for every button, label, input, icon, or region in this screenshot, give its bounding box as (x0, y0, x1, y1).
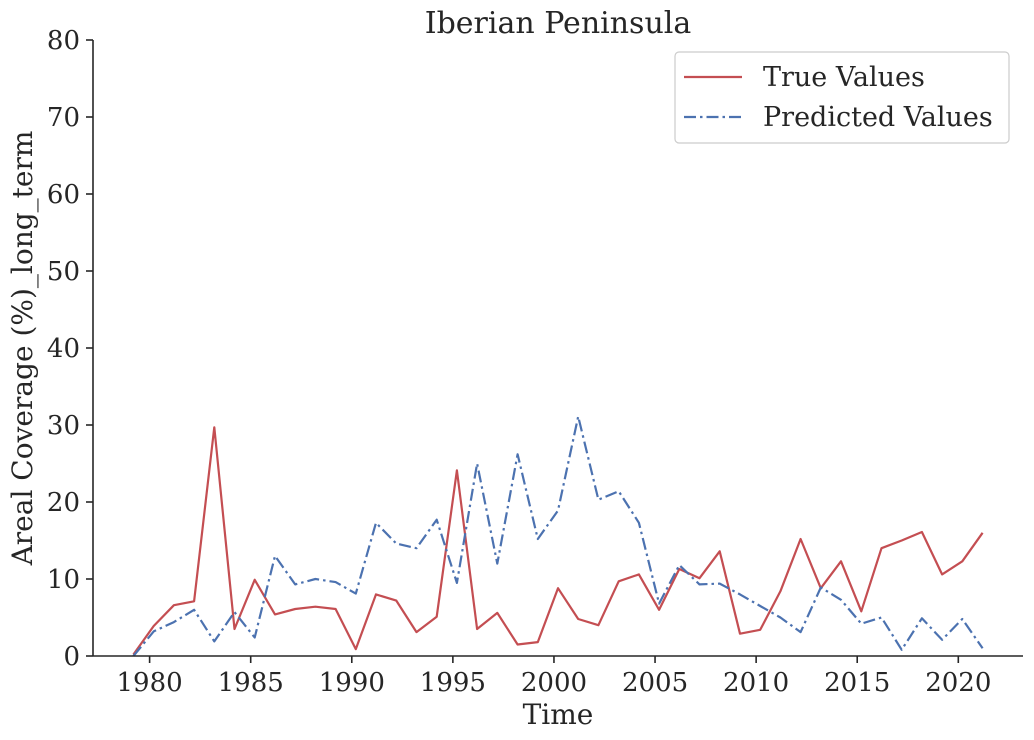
x-tick-label: 2020 (925, 668, 991, 698)
y-tick-label: 20 (47, 488, 80, 518)
plot-area (132, 415, 984, 657)
x-tick-label: 1990 (319, 668, 385, 698)
series-line-true-values (132, 426, 984, 656)
y-tick-label: 70 (47, 103, 80, 133)
x-tick-label: 2005 (622, 668, 688, 698)
legend-frame (674, 51, 1010, 144)
y-tick-label: 50 (47, 257, 80, 287)
x-tick-label: 2010 (723, 668, 789, 698)
legend-label-predicted-values: Predicted Values (763, 102, 993, 133)
y-axis-label: Areal Coverage (%)_long_term (6, 131, 39, 567)
y-tick-label: 0 (63, 642, 80, 672)
y-tick-label: 40 (47, 334, 80, 364)
x-tick-label: 2015 (824, 668, 890, 698)
y-tick-label: 30 (47, 411, 80, 441)
series-line-predicted-values (132, 415, 984, 657)
y-tick-label: 10 (47, 565, 80, 595)
legend-label-true-values: True Values (763, 62, 925, 93)
legend: True Values Predicted Values (674, 51, 1010, 144)
x-axis-ticks: 1980 1985 1990 1995 2000 2005 2010 2015 2020 (117, 656, 991, 698)
y-axis-ticks: 0 10 20 30 40 50 60 70 80 (47, 26, 93, 672)
y-tick-label: 60 (47, 180, 80, 210)
x-tick-label: 2000 (521, 668, 587, 698)
x-tick-label: 1995 (420, 668, 486, 698)
x-tick-label: 1985 (218, 668, 284, 698)
x-axis-label: Time (523, 698, 594, 731)
chart-title: Iberian Peninsula (425, 6, 692, 41)
y-tick-label: 80 (47, 26, 80, 56)
x-tick-label: 1980 (117, 668, 183, 698)
